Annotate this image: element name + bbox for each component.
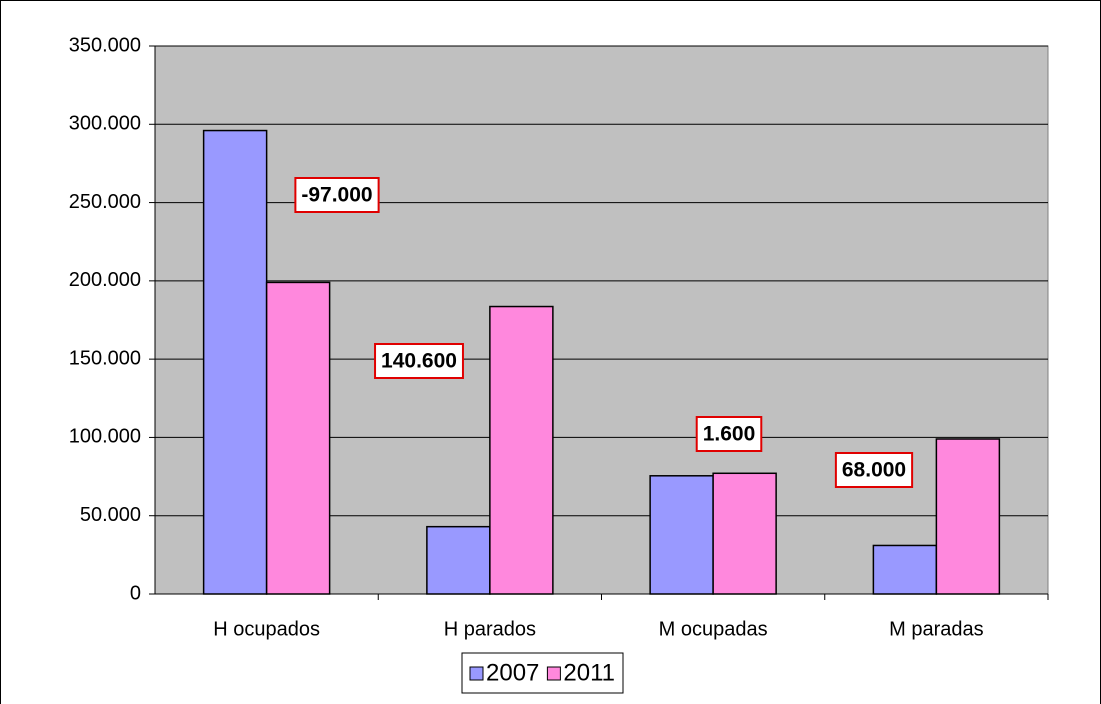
- bar: [202, 129, 268, 595]
- annotation-box: [374, 343, 464, 379]
- x-tick-label: M paradas: [889, 618, 984, 640]
- bar: [712, 472, 777, 595]
- annotation-box: [294, 177, 380, 213]
- annotation: 140.600: [374, 343, 464, 379]
- y-tick-label: 0: [130, 582, 141, 604]
- x-tick-label: H parados: [444, 618, 536, 640]
- legend: 2007 2011: [461, 652, 624, 694]
- y-tick-label: 150.000: [69, 347, 141, 369]
- y-tick-label: 250.000: [69, 191, 141, 213]
- bar: [935, 438, 1001, 595]
- bar: [872, 544, 938, 595]
- y-tick-label: 100.000: [69, 426, 141, 448]
- annotation: -97.000: [294, 177, 380, 213]
- y-tick-label: 350.000: [69, 34, 141, 56]
- legend-label: 2011: [563, 659, 615, 686]
- legend-swatch: [546, 666, 561, 681]
- legend-box: [461, 652, 624, 694]
- annotation-text: -97.000: [301, 184, 372, 207]
- annotation-text: 140.600: [381, 350, 457, 373]
- bar: [265, 281, 331, 595]
- annotation: 1.600: [695, 416, 763, 452]
- x-tick-label: M ocupadas: [659, 618, 768, 640]
- annotation: 68.000: [834, 452, 914, 488]
- legend-swatch: [469, 666, 484, 681]
- annotation-box: [695, 416, 763, 452]
- y-tick-label: 200.000: [69, 269, 141, 291]
- legend-label: 2007: [486, 659, 539, 686]
- annotation-text: 1.600: [703, 423, 756, 446]
- annotation-text: 68.000: [842, 459, 906, 482]
- x-tick-label: H ocupados: [213, 618, 320, 640]
- bar: [489, 305, 554, 595]
- bar: [649, 475, 714, 595]
- y-tick-label: 50.000: [80, 504, 141, 526]
- y-tick-label: 300.000: [69, 113, 141, 135]
- bar: [426, 525, 491, 595]
- annotation-box: [834, 452, 914, 488]
